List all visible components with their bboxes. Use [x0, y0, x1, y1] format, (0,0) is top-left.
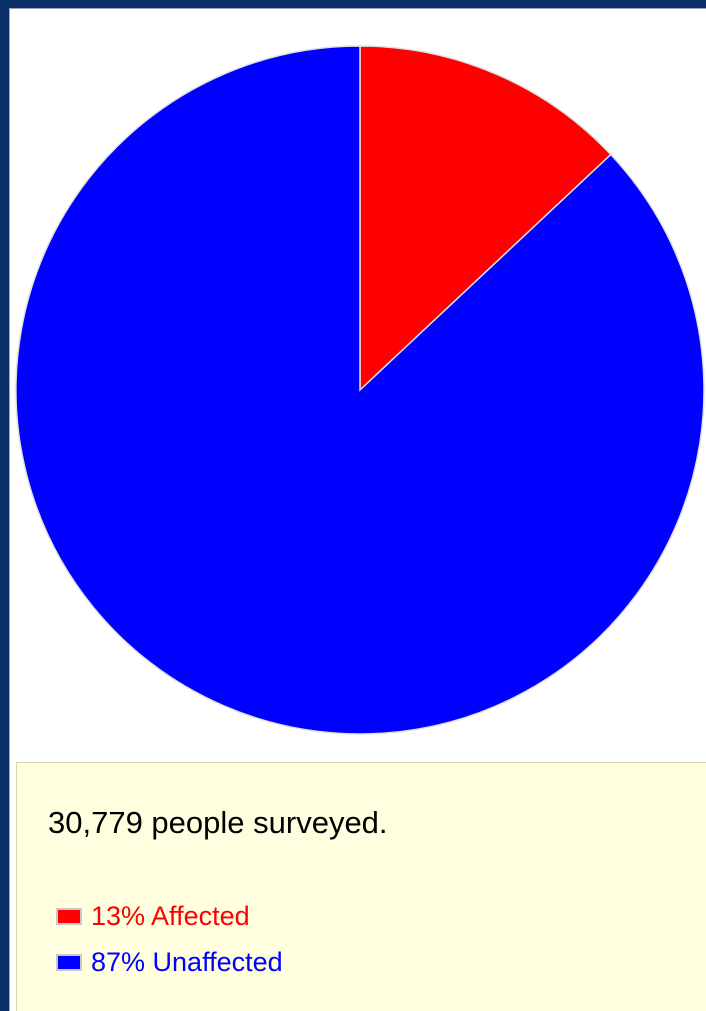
pie-slice-affected	[359, 45, 612, 392]
survey-count-text: 30,779 people surveyed.	[48, 805, 388, 840]
info-box: 30,779 people surveyed. 13% Affected 87%…	[16, 762, 706, 1011]
legend: 13% Affected 87% Unaffected	[56, 893, 283, 985]
pie-chart	[15, 45, 705, 735]
legend-item-affected: 13% Affected	[56, 893, 283, 939]
pie-slices	[15, 45, 705, 735]
legend-swatch-unaffected	[56, 953, 82, 971]
legend-swatch-affected	[56, 907, 82, 925]
legend-label-unaffected: 87% Unaffected	[91, 946, 283, 977]
legend-item-unaffected: 87% Unaffected	[56, 939, 283, 985]
pie-slice-unaffected	[15, 45, 705, 735]
legend-label-affected: 13% Affected	[91, 900, 250, 931]
